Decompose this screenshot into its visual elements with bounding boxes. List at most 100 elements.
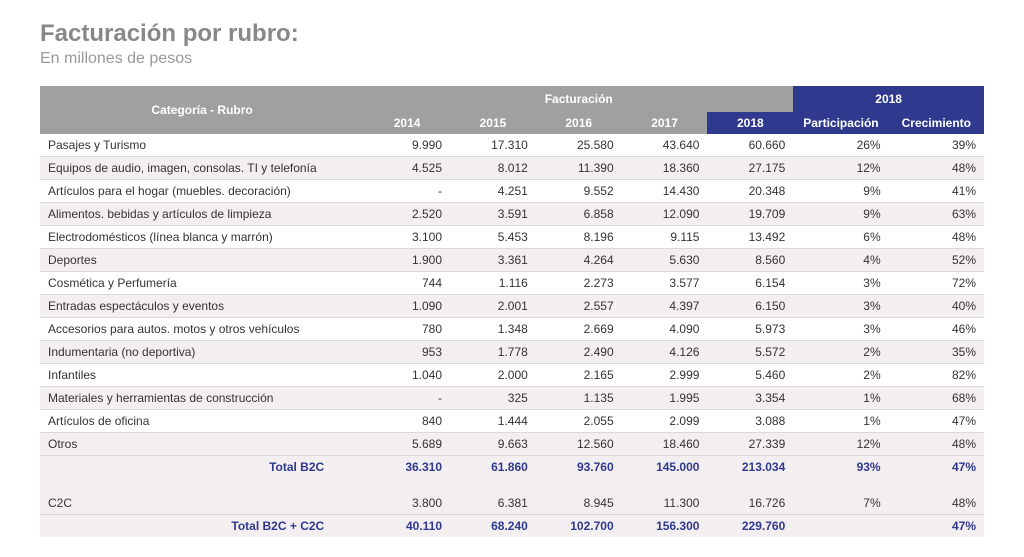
- cell: 9%: [793, 203, 888, 226]
- row-category: Equipos de audio, imagen, consolas. TI y…: [40, 157, 364, 180]
- cell: 11.300: [622, 492, 708, 515]
- cell: 39%: [889, 134, 984, 157]
- cell: 20.348: [707, 180, 793, 203]
- cell: 4.126: [622, 341, 708, 364]
- total-row: Total B2C36.31061.86093.760145.000213.03…: [40, 456, 984, 479]
- cell: 3%: [793, 295, 888, 318]
- cell: 18.460: [622, 433, 708, 456]
- cell: 8.196: [536, 226, 622, 249]
- cell: 52%: [889, 249, 984, 272]
- colgroup-2018: 2018: [793, 86, 984, 112]
- cell: 9.115: [622, 226, 708, 249]
- cell: 1%: [793, 410, 888, 433]
- row-category: Accesorios para autos. motos y otros veh…: [40, 318, 364, 341]
- total-row: Total B2C + C2C40.11068.240102.700156.30…: [40, 515, 984, 538]
- cell: 1.995: [622, 387, 708, 410]
- cell: 840: [364, 410, 450, 433]
- cell: 2.000: [450, 364, 536, 387]
- cell: 2%: [793, 341, 888, 364]
- cell: 72%: [889, 272, 984, 295]
- billing-table: Categoría - Rubro Facturación 2018 2014 …: [40, 86, 984, 537]
- cell: 145.000: [622, 456, 708, 479]
- table-row: Infantiles1.0402.0002.1652.9995.4602%82%: [40, 364, 984, 387]
- cell: 4.251: [450, 180, 536, 203]
- cell: 48%: [889, 226, 984, 249]
- cell: 1.116: [450, 272, 536, 295]
- row-category: Otros: [40, 433, 364, 456]
- row-category: Artículos de oficina: [40, 410, 364, 433]
- cell: 744: [364, 272, 450, 295]
- table-row: Artículos para el hogar (muebles. decora…: [40, 180, 984, 203]
- cell: 3.800: [364, 492, 450, 515]
- cell: 14.430: [622, 180, 708, 203]
- table-row: Alimentos. bebidas y artículos de limpie…: [40, 203, 984, 226]
- table-row: Electrodomésticos (línea blanca y marrón…: [40, 226, 984, 249]
- cell: 3.100: [364, 226, 450, 249]
- cell: 40%: [889, 295, 984, 318]
- cell: 780: [364, 318, 450, 341]
- cell: 6.154: [707, 272, 793, 295]
- row-category: Artículos para el hogar (muebles. decora…: [40, 180, 364, 203]
- cell: -: [364, 180, 450, 203]
- cell: 1.778: [450, 341, 536, 364]
- cell: 4.397: [622, 295, 708, 318]
- table-row: Deportes1.9003.3614.2645.6308.5604%52%: [40, 249, 984, 272]
- cell: 1.135: [536, 387, 622, 410]
- cell: 2%: [793, 364, 888, 387]
- cell: 1%: [793, 387, 888, 410]
- cell: 2.273: [536, 272, 622, 295]
- cell: 93.760: [536, 456, 622, 479]
- row-category: Electrodomésticos (línea blanca y marrón…: [40, 226, 364, 249]
- cell: 2.165: [536, 364, 622, 387]
- cell: 3%: [793, 318, 888, 341]
- cell: 1.090: [364, 295, 450, 318]
- cell: 6.150: [707, 295, 793, 318]
- row-category: Pasajes y Turismo: [40, 134, 364, 157]
- spacer-row: [40, 478, 984, 492]
- cell: 3.577: [622, 272, 708, 295]
- row-category: Deportes: [40, 249, 364, 272]
- col-2016: 2016: [536, 112, 622, 134]
- cell: 1.040: [364, 364, 450, 387]
- cell: 4%: [793, 249, 888, 272]
- cell: 13.492: [707, 226, 793, 249]
- cell: 4.090: [622, 318, 708, 341]
- table-row: Accesorios para autos. motos y otros veh…: [40, 318, 984, 341]
- table-row: Entradas espectáculos y eventos1.0902.00…: [40, 295, 984, 318]
- cell: 47%: [889, 515, 984, 538]
- cell: 3.591: [450, 203, 536, 226]
- cell: 12.090: [622, 203, 708, 226]
- table-row: Materiales y herramientas de construcció…: [40, 387, 984, 410]
- cell: 41%: [889, 180, 984, 203]
- row-category: Indumentaria (no deportiva): [40, 341, 364, 364]
- cell: -: [364, 387, 450, 410]
- cell: 953: [364, 341, 450, 364]
- cell: 19.709: [707, 203, 793, 226]
- cell: 12%: [793, 157, 888, 180]
- cell: 8.012: [450, 157, 536, 180]
- cell: 2.001: [450, 295, 536, 318]
- cell: 82%: [889, 364, 984, 387]
- table-row: C2C3.8006.3818.94511.30016.7267%48%: [40, 492, 984, 515]
- cell: 5.630: [622, 249, 708, 272]
- cell: 48%: [889, 492, 984, 515]
- cell: 9.552: [536, 180, 622, 203]
- col-crecimiento: Crecimiento: [889, 112, 984, 134]
- cell: 60.660: [707, 134, 793, 157]
- row-category: Materiales y herramientas de construcció…: [40, 387, 364, 410]
- col-2017: 2017: [622, 112, 708, 134]
- row-category: Cosmética y Perfumería: [40, 272, 364, 295]
- cell: 1.900: [364, 249, 450, 272]
- table-row: Indumentaria (no deportiva)9531.7782.490…: [40, 341, 984, 364]
- cell: 47%: [889, 456, 984, 479]
- cell: 35%: [889, 341, 984, 364]
- table-body: Pasajes y Turismo9.99017.31025.58043.640…: [40, 134, 984, 537]
- cell: 3.354: [707, 387, 793, 410]
- cell: 5.453: [450, 226, 536, 249]
- cell: 6%: [793, 226, 888, 249]
- cell: 43.640: [622, 134, 708, 157]
- cell: 6.381: [450, 492, 536, 515]
- cell: 2.055: [536, 410, 622, 433]
- cell: 2.520: [364, 203, 450, 226]
- total-label: Total B2C + C2C: [40, 515, 364, 538]
